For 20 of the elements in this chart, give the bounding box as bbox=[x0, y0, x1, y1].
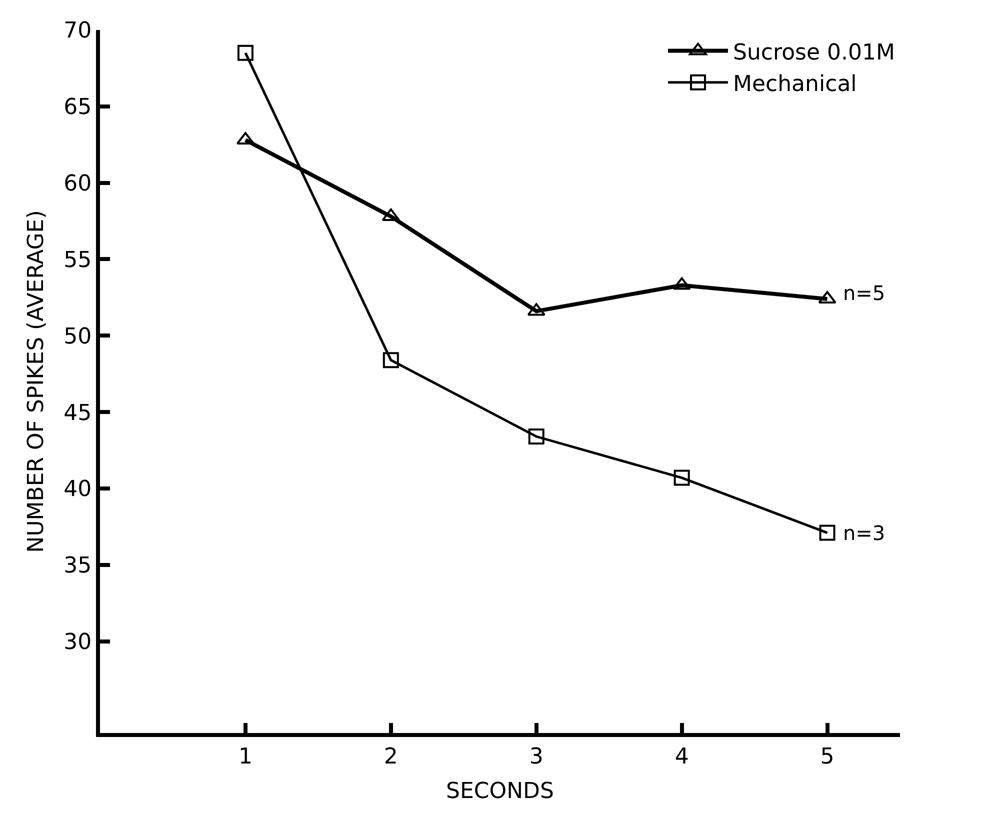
y-tick-label: 45 bbox=[64, 400, 92, 426]
y-tick-label: 40 bbox=[64, 477, 92, 502]
x-axis-title: SECONDS bbox=[446, 778, 554, 804]
y-tick-label: 50 bbox=[64, 324, 92, 350]
y-tick-label: 60 bbox=[64, 172, 92, 197]
annotation: n=5 bbox=[843, 281, 886, 305]
y-tick-label: 65 bbox=[64, 95, 92, 120]
y-axis-title: NUMBER OF SPIKES (AVERAGE) bbox=[24, 210, 49, 553]
x-tick-label: 1 bbox=[238, 744, 252, 770]
y-tick-label: 70 bbox=[64, 18, 92, 44]
y-tick-label: 55 bbox=[64, 248, 92, 273]
annotation: n=3 bbox=[843, 521, 886, 545]
y-tick-label: 35 bbox=[64, 554, 92, 579]
x-tick-label: 3 bbox=[529, 744, 544, 770]
x-tick-label: 5 bbox=[820, 744, 834, 770]
legend-label: Mechanical bbox=[733, 72, 857, 97]
y-tick-label: 30 bbox=[64, 630, 92, 655]
legend-label: Sucrose 0.01M bbox=[733, 40, 895, 66]
x-tick-label: 2 bbox=[384, 744, 398, 770]
x-tick-label: 4 bbox=[674, 744, 689, 770]
